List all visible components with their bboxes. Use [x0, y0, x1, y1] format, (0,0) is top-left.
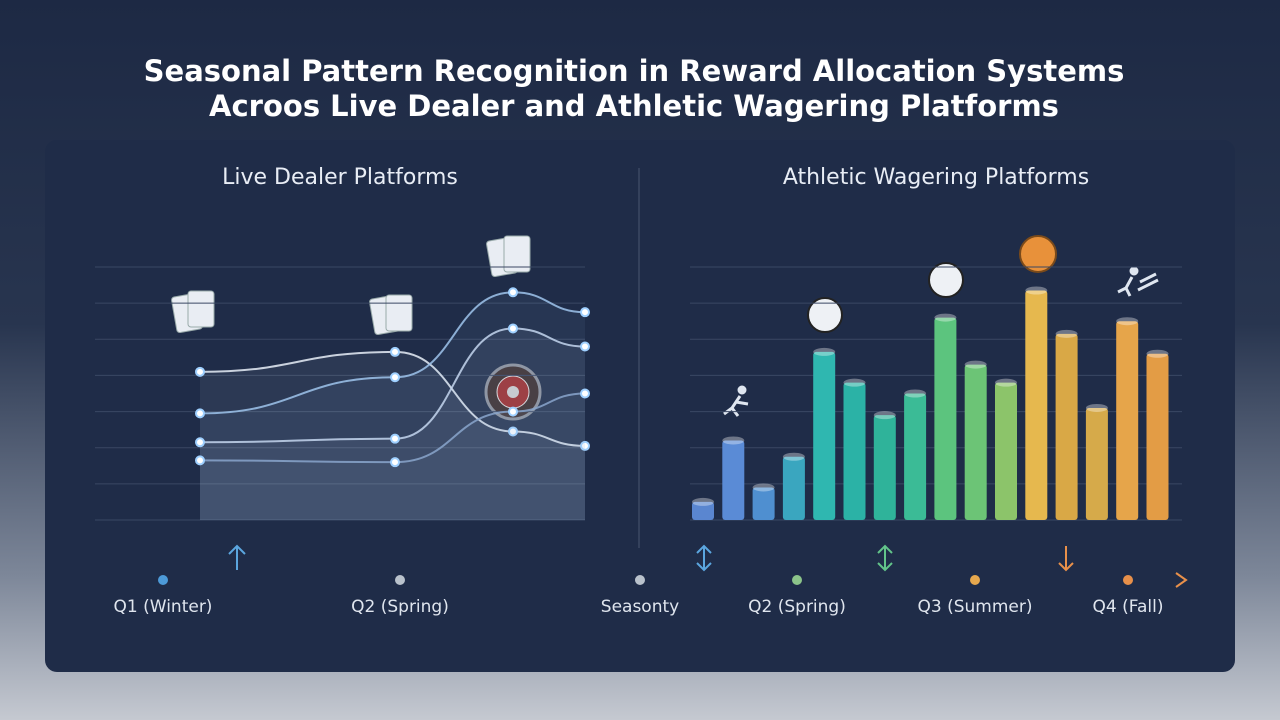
bar	[1055, 333, 1078, 520]
point	[508, 406, 518, 417]
bar	[1146, 353, 1169, 520]
point	[390, 372, 400, 383]
card-icon	[171, 235, 531, 336]
bar-cap	[722, 436, 745, 445]
trend-arrow	[228, 544, 1074, 572]
bar-cap	[934, 313, 957, 322]
bar	[904, 393, 927, 520]
timeline-label: Seasonty	[601, 597, 679, 617]
bar	[752, 487, 775, 520]
timeline-arrow	[1175, 572, 1188, 588]
bar	[782, 456, 805, 520]
bar-cap	[1085, 403, 1108, 412]
point	[195, 437, 205, 448]
timeline-label: Q2 (Spring)	[748, 597, 846, 617]
point	[508, 323, 518, 334]
bar-cap	[692, 497, 714, 506]
bar-cap	[782, 452, 805, 461]
point	[508, 287, 518, 298]
bar	[1025, 290, 1048, 520]
bar	[873, 415, 896, 520]
timeline-dot	[158, 575, 168, 585]
series-line	[199, 392, 586, 464]
bar-cap	[964, 360, 987, 369]
bar	[964, 364, 987, 520]
title-line: Seasonal Pattern Recognition in Reward A…	[144, 54, 1125, 88]
title-line: Acroos Live Dealer and Athletic Wagering…	[209, 89, 1059, 123]
bar-cap	[995, 378, 1017, 387]
timeline-dot	[970, 575, 980, 585]
series-area	[200, 393, 585, 520]
timeline-label: Q4 (Fall)	[1093, 597, 1164, 617]
timeline-label: Q3 (Summer)	[918, 597, 1033, 617]
ball-icon	[807, 235, 1057, 333]
bar	[1116, 321, 1139, 520]
bar-cap	[1055, 329, 1078, 338]
bar-cap	[1025, 286, 1048, 295]
roulette-icon	[484, 363, 542, 421]
point	[580, 440, 590, 451]
timeline-dot	[635, 575, 645, 585]
point	[580, 388, 590, 399]
bar-cap	[873, 411, 896, 420]
timeline-dot	[1123, 575, 1133, 585]
timeline-dot	[395, 575, 405, 585]
bar	[843, 382, 866, 520]
series-area	[200, 292, 585, 520]
bar	[995, 382, 1017, 520]
bar-cap	[813, 347, 836, 356]
series-line	[199, 327, 586, 444]
point	[195, 366, 205, 377]
chart-title: Athletic Wagering Platforms	[783, 165, 1089, 190]
point	[195, 455, 205, 466]
bar	[722, 440, 745, 520]
point	[390, 346, 400, 357]
bar-cap	[843, 378, 866, 387]
point	[508, 426, 518, 437]
point	[195, 408, 205, 419]
bar-cap	[1146, 349, 1169, 358]
bar	[692, 501, 714, 520]
point	[390, 457, 400, 468]
timeline-label: Q1 (Winter)	[114, 597, 213, 617]
bar-cap	[752, 483, 775, 492]
point	[390, 433, 400, 444]
bar-cap	[1116, 317, 1139, 326]
chart-title: Live Dealer Platforms	[222, 165, 458, 190]
bar	[934, 317, 957, 520]
series-line	[199, 350, 586, 447]
series-line	[199, 291, 586, 415]
bar	[813, 351, 836, 520]
bar	[1085, 407, 1108, 520]
timeline-label: Q2 (Spring)	[351, 597, 449, 617]
timeline-dot	[792, 575, 802, 585]
point	[580, 341, 590, 352]
bar-cap	[904, 389, 927, 398]
series-area	[200, 328, 585, 520]
point	[580, 307, 590, 318]
